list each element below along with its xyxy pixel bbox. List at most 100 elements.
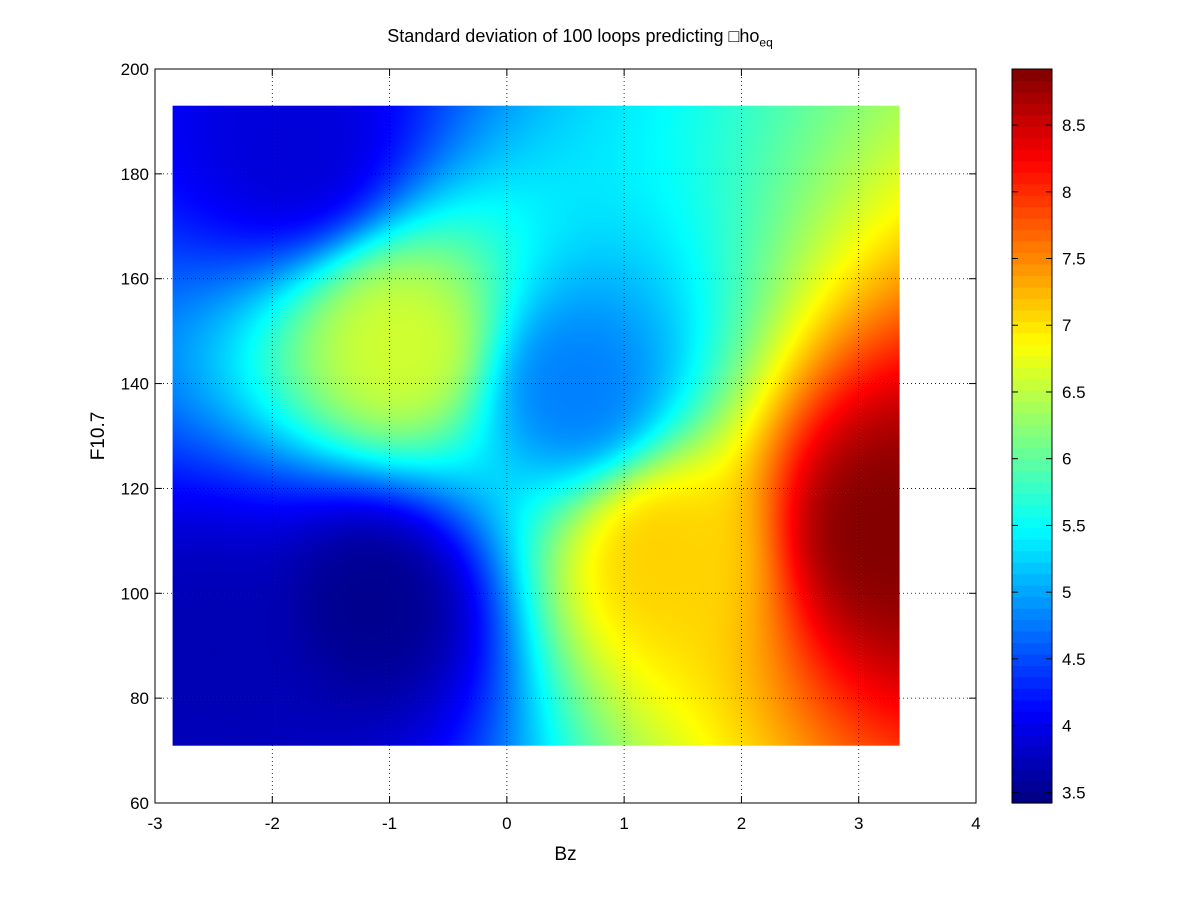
colorbar-segment <box>1012 126 1052 139</box>
colorbar-segment <box>1012 688 1052 701</box>
colorbar-segment <box>1012 424 1052 437</box>
colorbar-segment <box>1012 585 1052 598</box>
colorbar-segment <box>1012 218 1052 231</box>
y-tick-label: 100 <box>121 584 149 603</box>
y-tick-label: 60 <box>130 794 149 813</box>
x-tick-label: 4 <box>971 814 980 833</box>
colorbar-segment <box>1012 562 1052 575</box>
colorbar-segment <box>1012 447 1052 460</box>
colorbar-segment <box>1012 195 1052 208</box>
colorbar-segment <box>1012 504 1052 517</box>
colorbar-segment <box>1012 160 1052 173</box>
y-tick-label: 120 <box>121 479 149 498</box>
colorbar-segment <box>1012 676 1052 689</box>
colorbar-segment <box>1012 470 1052 483</box>
colorbar-segment <box>1012 91 1052 105</box>
colorbar-segment <box>1012 137 1052 150</box>
colorbar-segment <box>1012 344 1052 357</box>
x-tick-label: -3 <box>147 814 162 833</box>
colorbar-segment <box>1012 367 1052 380</box>
colorbar-tick-label: 3.5 <box>1062 783 1086 802</box>
colorbar-segment <box>1012 298 1052 311</box>
colorbar-segment <box>1012 619 1052 632</box>
colorbar-segment <box>1012 653 1052 666</box>
chart-title: Standard deviation of 100 loops predicti… <box>0 26 1160 50</box>
colorbar-segment <box>1012 493 1052 506</box>
colorbar-tick-label: 8.5 <box>1062 116 1086 135</box>
colorbar-segment <box>1012 172 1052 185</box>
colorbar-segment <box>1012 69 1052 82</box>
colorbar-segment <box>1012 791 1052 804</box>
colorbar-segment <box>1012 458 1052 472</box>
colorbar-tick-label: 6.5 <box>1062 383 1086 402</box>
colorbar-tick-label: 8 <box>1062 183 1071 202</box>
colorbar-segment <box>1012 539 1052 552</box>
colorbar-tick-label: 7 <box>1062 316 1071 335</box>
colorbar-segment <box>1012 103 1052 116</box>
colorbar-segment <box>1012 745 1052 758</box>
x-tick-label: -1 <box>382 814 397 833</box>
chart-title-main: Standard deviation of 100 loops predicti… <box>387 26 760 46</box>
colorbar-frame <box>1011 68 1053 804</box>
colorbar-segment <box>1012 722 1052 735</box>
colorbar-segment <box>1012 413 1052 426</box>
colorbar-segment <box>1012 436 1052 449</box>
y-tick-label: 80 <box>130 689 149 708</box>
colorbar-tick-label: 6 <box>1062 450 1071 469</box>
colorbar-segment <box>1012 780 1052 793</box>
colorbar-segment <box>1012 550 1052 563</box>
y-tick-label: 160 <box>121 270 149 289</box>
colorbar-segment <box>1012 516 1052 529</box>
colorbar-segment <box>1012 309 1052 322</box>
colorbar-tick-label: 4 <box>1062 717 1071 736</box>
colorbar-segment <box>1012 768 1052 781</box>
x-tick-label: 3 <box>854 814 863 833</box>
colorbar-segment <box>1012 321 1052 334</box>
colorbar-segment <box>1012 734 1052 747</box>
x-axis-label: Bz <box>554 844 576 865</box>
colorbar-segment <box>1012 481 1052 494</box>
colorbar-segment <box>1012 80 1052 93</box>
colorbar-tick-label: 4.5 <box>1062 650 1086 669</box>
x-tick-label: 0 <box>502 814 511 833</box>
colorbar-segment <box>1012 332 1052 345</box>
heatmap-image <box>172 105 900 746</box>
y-tick-label: 140 <box>121 375 149 394</box>
x-tick-label: 1 <box>619 814 628 833</box>
colorbar-segment <box>1012 286 1052 299</box>
colorbar-segment <box>1012 206 1052 219</box>
colorbar-segment <box>1012 608 1052 621</box>
colorbar-segment <box>1012 114 1052 127</box>
x-tick-label: -2 <box>265 814 280 833</box>
colorbar-tick-label: 7.5 <box>1062 250 1086 269</box>
colorbar-tick-label: 5.5 <box>1062 516 1086 535</box>
colorbar-segment <box>1012 642 1052 655</box>
colorbar-segment <box>1012 573 1052 586</box>
colorbar-segment <box>1012 757 1052 770</box>
colorbar-segment <box>1012 596 1052 609</box>
colorbar-segment <box>1012 390 1052 403</box>
y-tick-label: 200 <box>121 60 149 79</box>
chart-title-subscript: eq <box>759 35 773 50</box>
colorbar-segment <box>1012 183 1052 196</box>
colorbar-segment <box>1012 229 1052 242</box>
y-axis-label: F10.7 <box>88 412 109 461</box>
colorbar-segment <box>1012 252 1052 265</box>
colorbar-segment <box>1012 665 1052 678</box>
x-tick-label: 2 <box>737 814 746 833</box>
colorbar-segment <box>1012 149 1052 162</box>
colorbar-tick-label: 5 <box>1062 583 1071 602</box>
colorbar-segment <box>1012 355 1052 368</box>
colorbar-segment <box>1012 527 1052 540</box>
colorbar-segment <box>1012 378 1052 391</box>
colorbar-segment <box>1012 263 1052 277</box>
plot-frame <box>154 68 977 804</box>
y-tick-label: 180 <box>121 165 149 184</box>
colorbar-segment <box>1012 711 1052 724</box>
colorbar-segment <box>1012 401 1052 414</box>
colorbar-segment <box>1012 630 1052 644</box>
colorbar-segment <box>1012 241 1052 254</box>
colorbar-segment <box>1012 699 1052 712</box>
colorbar-segment <box>1012 275 1052 288</box>
